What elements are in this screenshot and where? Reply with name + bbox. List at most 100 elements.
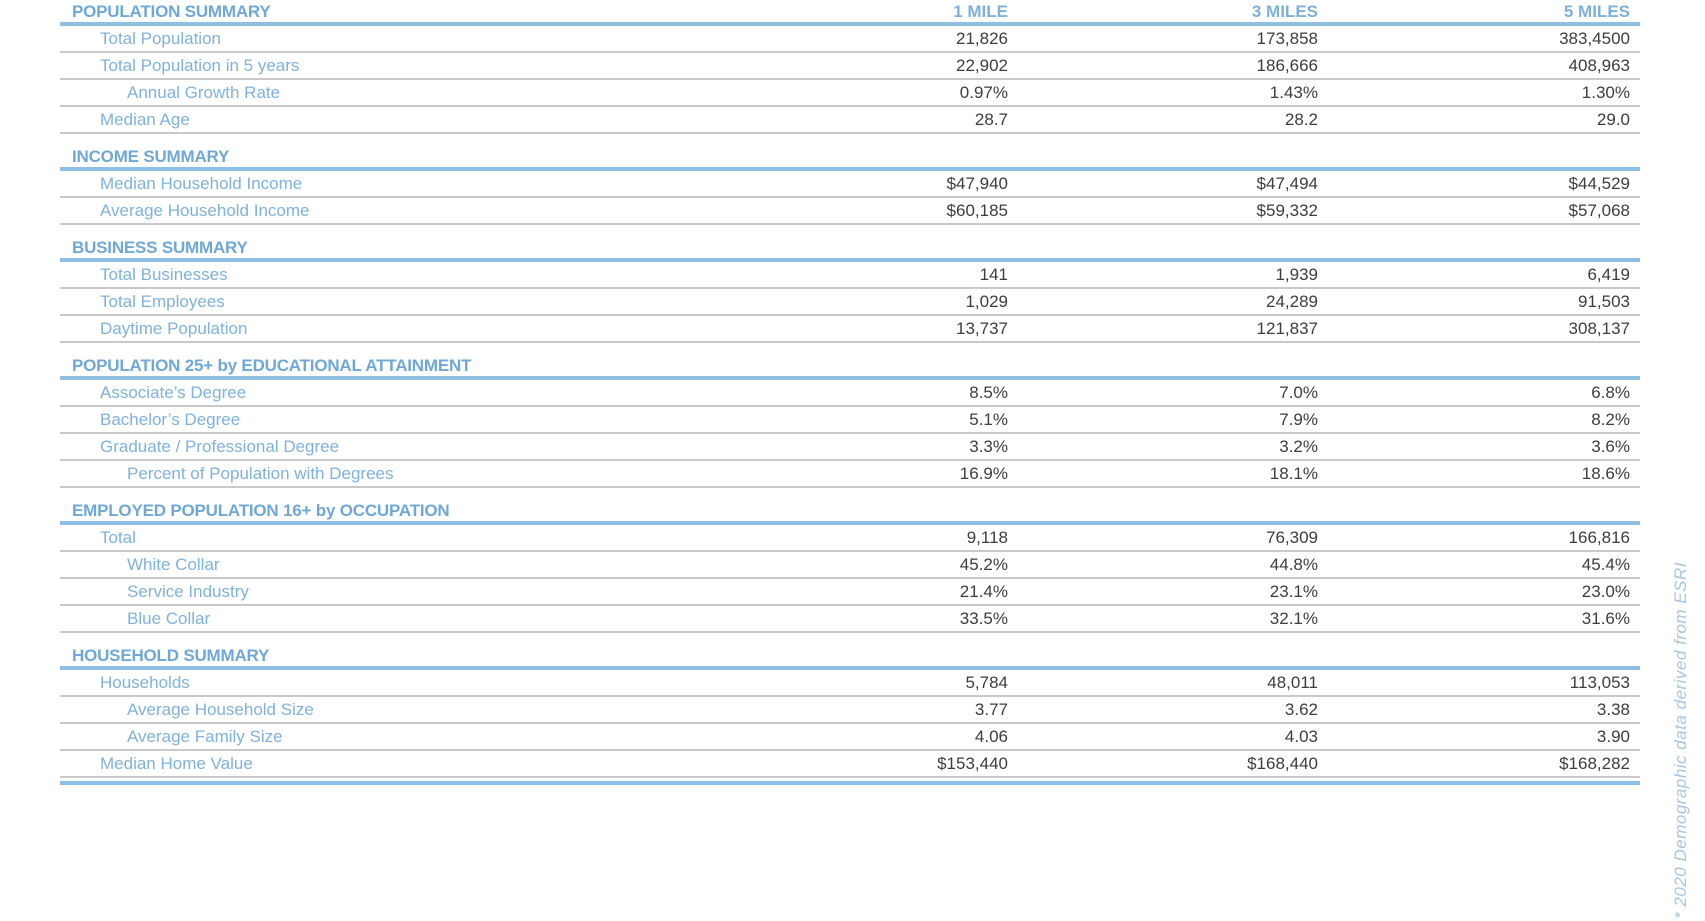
row-label: Average Family Size	[127, 727, 283, 746]
row-value: 23.1%	[1269, 582, 1318, 601]
demographics-table: POPULATION SUMMARY 1 MILE 3 MILES 5 MILES To…	[60, 0, 1640, 785]
row-value: 3.2%	[1279, 437, 1318, 456]
table-row: Total Population in 5 years 22,902 186,666…	[60, 53, 1640, 80]
row-value: 9,118	[966, 528, 1008, 547]
row-label: Service Industry	[127, 582, 249, 601]
row-label: Median Household Income	[100, 174, 303, 193]
row-value: $57,068	[1568, 201, 1630, 220]
table-row: Total 9,118 76,309 166,816	[60, 525, 1640, 552]
row-value: 3.38	[1596, 700, 1630, 719]
row-value: 6,419	[1587, 265, 1630, 284]
row-value: 3.90	[1596, 727, 1630, 746]
table-row: Daytime Population 13,737 121,837 308,137	[60, 316, 1640, 343]
row-value: 5.1%	[969, 410, 1008, 429]
table-row: Blue Collar 33.5% 32.1% 31.6%	[60, 606, 1640, 633]
table-row: Median Household Income $47,940 $47,494 $44…	[60, 171, 1640, 198]
row-value: 7.9%	[1279, 410, 1318, 429]
table-row: Annual Growth Rate 0.97% 1.43% 1.30%	[60, 80, 1640, 107]
row-value: 141	[979, 265, 1008, 284]
row-value: 166,816	[1568, 528, 1630, 547]
row-label: Bachelor’s Degree	[100, 410, 241, 429]
row-value: $168,440	[1247, 754, 1318, 773]
row-label: Median Home Value	[100, 754, 253, 773]
table-row: Households 5,784 48,011 113,053	[60, 670, 1640, 697]
section-title: POPULATION SUMMARY	[72, 2, 271, 21]
column-header: 1 MILE	[953, 2, 1008, 21]
row-value: 6.8%	[1591, 383, 1630, 402]
table-row: Total Businesses 141 1,939 6,419	[60, 262, 1640, 289]
row-label: Daytime Population	[100, 319, 248, 338]
row-label: Median Age	[100, 110, 190, 129]
row-value: $47,494	[1256, 174, 1318, 193]
row-value: 23.0%	[1581, 582, 1630, 601]
table-row: Service Industry 21.4% 23.1% 23.0%	[60, 579, 1640, 606]
data-source-footnote: * 2020 Demographic data derived from ESR…	[1671, 562, 1690, 919]
row-value: 408,963	[1568, 56, 1630, 75]
row-value: 24,289	[1266, 292, 1318, 311]
row-value: 3.77	[974, 700, 1008, 719]
row-label: Total Employees	[100, 292, 225, 311]
row-value: 16.9%	[959, 464, 1008, 483]
row-value: $60,185	[946, 201, 1008, 220]
column-header: 3 MILES	[1251, 2, 1318, 21]
section-header-row: INCOME SUMMARY	[60, 145, 1640, 171]
row-value: 1.30%	[1581, 83, 1630, 102]
section-header-row: EMPLOYED POPULATION 16+ by OCCUPATION	[60, 499, 1640, 525]
row-label: Total Population in 5 years	[100, 56, 300, 75]
section-title: POPULATION 25+ by EDUCATIONAL ATTAINMENT	[72, 356, 472, 375]
row-label: Average Household Income	[100, 201, 310, 220]
row-value: 45.2%	[959, 555, 1008, 574]
section-title: EMPLOYED POPULATION 16+ by OCCUPATION	[72, 501, 450, 520]
section-header-row: BUSINESS SUMMARY	[60, 236, 1640, 262]
row-label: Total Businesses	[100, 265, 228, 284]
row-value: 29.0	[1596, 110, 1630, 129]
row-value: $59,332	[1256, 201, 1318, 220]
row-value: 28.2	[1284, 110, 1318, 129]
row-value: 48,011	[1267, 673, 1318, 692]
row-value: 13,737	[956, 319, 1008, 338]
table-row: White Collar 45.2% 44.8% 45.4%	[60, 552, 1640, 579]
row-value: 91,503	[1578, 292, 1630, 311]
section-title: INCOME SUMMARY	[72, 147, 230, 166]
row-label: White Collar	[127, 555, 220, 574]
section-header-row: HOUSEHOLD SUMMARY	[60, 644, 1640, 670]
table-row: Total Employees 1,029 24,289 91,503	[60, 289, 1640, 316]
row-value: 3.62	[1284, 700, 1318, 719]
section-title: BUSINESS SUMMARY	[72, 238, 248, 257]
table-row: Bachelor’s Degree 5.1% 7.9% 8.2%	[60, 407, 1640, 434]
table-row: Average Family Size 4.06 4.03 3.90	[60, 724, 1640, 751]
row-value: 1.43%	[1269, 83, 1318, 102]
row-value: 22,902	[956, 56, 1008, 75]
row-label: Total	[100, 528, 136, 547]
row-value: 45.4%	[1581, 555, 1630, 574]
row-value: 383,4500	[1559, 29, 1630, 48]
row-value: 8.5%	[969, 383, 1008, 402]
table-row: Associate’s Degree 8.5% 7.0% 6.8%	[60, 380, 1640, 407]
row-value: 113,053	[1569, 673, 1630, 692]
section-header-row: POPULATION SUMMARY 1 MILE 3 MILES 5 MILES	[60, 0, 1640, 26]
table-row: Percent of Population with Degrees 16.9% 1…	[60, 461, 1640, 488]
table-row: Average Household Income $60,185 $59,332 $5…	[60, 198, 1640, 225]
row-value: $153,440	[937, 754, 1008, 773]
row-value: 0.97%	[959, 83, 1008, 102]
row-value: 28.7	[974, 110, 1008, 129]
row-label: Average Household Size	[127, 700, 314, 719]
row-label: Households	[100, 673, 190, 692]
row-label: Percent of Population with Degrees	[127, 464, 394, 483]
column-header: 5 MILES	[1563, 2, 1630, 21]
row-value: 5,784	[965, 673, 1008, 692]
table-row: Graduate / Professional Degree 3.3% 3.2% 3.…	[60, 434, 1640, 461]
row-value: 31.6%	[1581, 609, 1630, 628]
row-value: 21.4%	[959, 582, 1008, 601]
table-bottom-rule	[60, 781, 1640, 785]
row-value: $47,940	[946, 174, 1008, 193]
row-value: 32.1%	[1269, 609, 1318, 628]
section-header-row: POPULATION 25+ by EDUCATIONAL ATTAINMENT	[60, 354, 1640, 380]
row-value: $44,529	[1568, 174, 1630, 193]
table-row: Median Home Value $153,440 $168,440 $168,28…	[60, 751, 1640, 778]
row-value: 44.8%	[1269, 555, 1318, 574]
row-value: 33.5%	[959, 609, 1008, 628]
row-value: 4.06	[974, 727, 1008, 746]
row-value: 1,939	[1275, 265, 1318, 284]
